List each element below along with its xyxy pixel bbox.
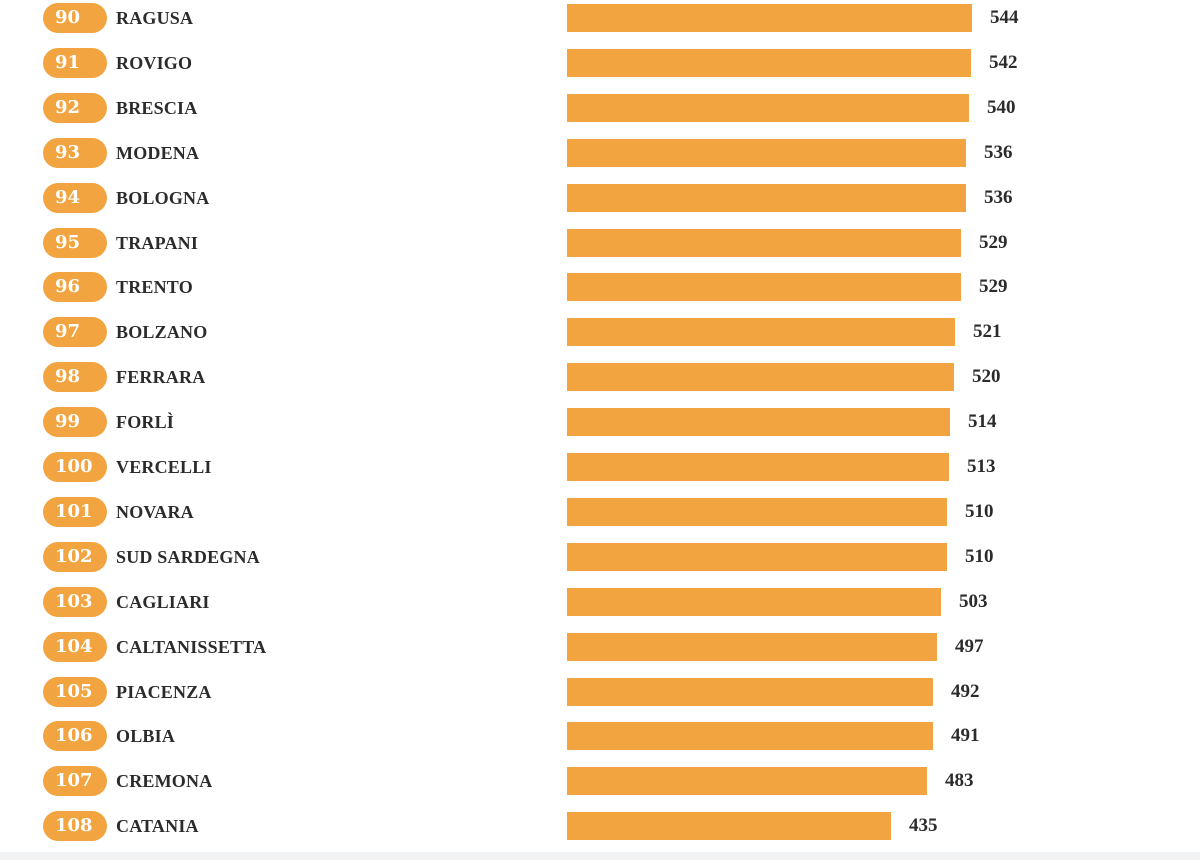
bar	[567, 453, 949, 481]
bar	[567, 812, 891, 840]
bar	[567, 229, 961, 257]
category-label: ROVIGO	[116, 53, 193, 73]
category-label: VERCELLI	[116, 457, 212, 477]
bar	[567, 633, 937, 661]
chart-row: 102 SUD SARDEGNA 510	[0, 542, 1200, 601]
rank-badge: 99	[43, 407, 107, 437]
category-label: CALTANISSETTA	[116, 637, 267, 657]
bar	[567, 722, 933, 750]
data-label: 503	[959, 591, 988, 612]
bar	[567, 139, 966, 167]
category-label: CAGLIARI	[116, 592, 210, 612]
rank-badge: 98	[43, 362, 107, 392]
chart-row: 92 BRESCIA 540	[0, 93, 1200, 152]
data-label: 510	[965, 501, 994, 522]
rank-badge: 92	[43, 93, 107, 123]
chart-row: 90 RAGUSA 544	[0, 3, 1200, 62]
chart-row: 97 BOLZANO 521	[0, 317, 1200, 376]
category-label: BOLZANO	[116, 322, 208, 342]
bar	[567, 363, 954, 391]
rank-badge: 90	[43, 3, 107, 33]
data-label: 514	[968, 411, 997, 432]
chart-row: 103 CAGLIARI 503	[0, 587, 1200, 646]
chart-row: 100 VERCELLI 513	[0, 452, 1200, 511]
chart-row: 104 CALTANISSETTA 497	[0, 632, 1200, 691]
chart-row: 99 FORLÌ 514	[0, 407, 1200, 466]
chart-row: 94 BOLOGNA 536	[0, 183, 1200, 242]
bar	[567, 767, 927, 795]
bar	[567, 498, 947, 526]
rank-badge: 91	[43, 48, 107, 78]
data-label: 491	[951, 725, 980, 746]
data-label: 520	[972, 366, 1001, 387]
bar	[567, 588, 941, 616]
category-label: FERRARA	[116, 367, 206, 387]
rank-badge: 107	[43, 766, 107, 796]
data-label: 529	[979, 232, 1008, 253]
data-label: 435	[909, 815, 938, 836]
category-label: FORLÌ	[116, 412, 175, 432]
bottom-divider	[0, 852, 1200, 860]
chart-row: 107 CREMONA 483	[0, 766, 1200, 825]
data-label: 513	[967, 456, 996, 477]
bar	[567, 4, 972, 32]
chart-row: 101 NOVARA 510	[0, 497, 1200, 556]
data-label: 492	[951, 681, 980, 702]
data-label: 529	[979, 276, 1008, 297]
category-label: PIACENZA	[116, 682, 212, 702]
category-label: CREMONA	[116, 771, 213, 791]
category-label: OLBIA	[116, 726, 176, 746]
data-label: 544	[990, 7, 1019, 28]
chart-row: 96 TRENTO 529	[0, 272, 1200, 331]
data-label: 497	[955, 636, 984, 657]
category-label: BOLOGNA	[116, 188, 210, 208]
bar	[567, 273, 961, 301]
bar	[567, 184, 966, 212]
category-label: BRESCIA	[116, 98, 198, 118]
rank-badge: 105	[43, 677, 107, 707]
category-label: MODENA	[116, 143, 200, 163]
chart-row: 106 OLBIA 491	[0, 721, 1200, 780]
bar	[567, 94, 969, 122]
rank-badge: 96	[43, 272, 107, 302]
rank-badge: 94	[43, 183, 107, 213]
bar	[567, 408, 950, 436]
category-label: NOVARA	[116, 502, 194, 522]
bar	[567, 543, 947, 571]
chart-row: 91 ROVIGO 542	[0, 48, 1200, 107]
bar	[567, 49, 971, 77]
rank-badge: 95	[43, 228, 107, 258]
chart-row: 95 TRAPANI 529	[0, 228, 1200, 287]
rank-badge: 100	[43, 452, 107, 482]
chart-row: 108 CATANIA 435	[0, 811, 1200, 860]
category-label: TRENTO	[116, 277, 193, 297]
category-label: TRAPANI	[116, 233, 199, 253]
rank-badge: 102	[43, 542, 107, 572]
data-label: 540	[987, 97, 1016, 118]
chart-row: 105 PIACENZA 492	[0, 677, 1200, 736]
data-label: 536	[984, 187, 1013, 208]
category-label: RAGUSA	[116, 8, 194, 28]
bar	[567, 678, 933, 706]
rank-badge: 106	[43, 721, 107, 751]
rank-badge: 97	[43, 317, 107, 347]
data-label: 536	[984, 142, 1013, 163]
data-label: 521	[973, 321, 1002, 342]
category-label: SUD SARDEGNA	[116, 547, 260, 567]
rank-badge: 101	[43, 497, 107, 527]
chart-row: 98 FERRARA 520	[0, 362, 1200, 421]
category-label: CATANIA	[116, 816, 199, 836]
rank-badge: 103	[43, 587, 107, 617]
rank-badge: 108	[43, 811, 107, 841]
rank-badge: 104	[43, 632, 107, 662]
chart-row: 93 MODENA 536	[0, 138, 1200, 197]
data-label: 510	[965, 546, 994, 567]
data-label: 542	[989, 52, 1018, 73]
data-label: 483	[945, 770, 974, 791]
bar	[567, 318, 955, 346]
rank-badge: 93	[43, 138, 107, 168]
